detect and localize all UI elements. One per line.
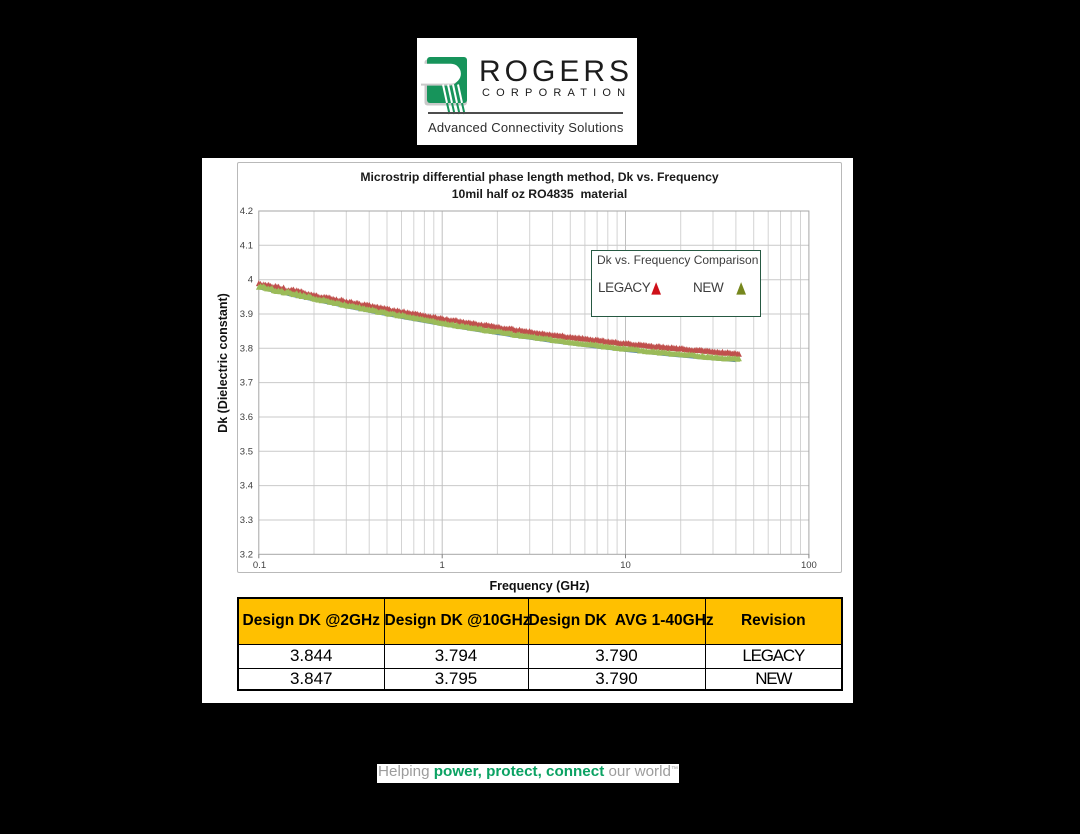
svg-text:10: 10: [620, 560, 631, 571]
svg-text:3.2: 3.2: [240, 549, 253, 560]
svg-text:0.1: 0.1: [253, 560, 266, 571]
svg-text:4.1: 4.1: [240, 240, 253, 251]
svg-text:3.7: 3.7: [240, 378, 253, 389]
svg-text:3.4: 3.4: [240, 481, 253, 492]
svg-text:100: 100: [801, 560, 817, 571]
svg-text:1: 1: [440, 560, 445, 571]
svg-text:3.6: 3.6: [240, 412, 253, 423]
svg-text:3.5: 3.5: [240, 446, 253, 457]
svg-text:3.8: 3.8: [240, 343, 253, 354]
svg-text:3.3: 3.3: [240, 515, 253, 526]
svg-text:4: 4: [248, 275, 253, 286]
svg-text:4.2: 4.2: [240, 206, 253, 217]
svg-text:3.9: 3.9: [240, 309, 253, 320]
